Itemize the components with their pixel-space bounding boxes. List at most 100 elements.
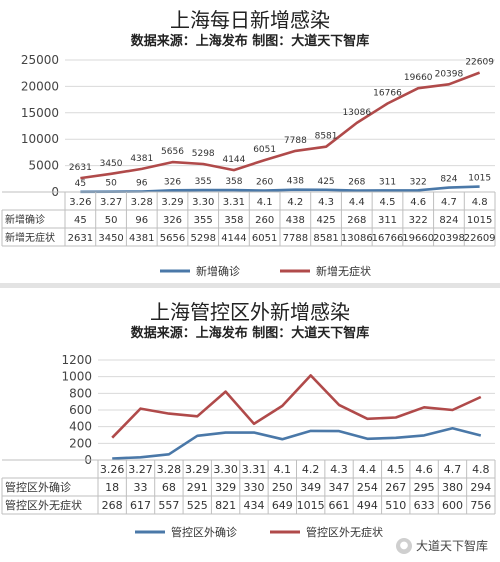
table-cell: 268 [102, 499, 123, 512]
table-cell: 96 [135, 215, 148, 226]
data-label: 7788 [284, 136, 307, 146]
table-cell: 617 [130, 499, 151, 512]
table-cell: 19660 [402, 233, 434, 244]
data-label: 5298 [192, 149, 215, 159]
data-label: 1015 [468, 174, 491, 184]
y-tick-label: 1000 [61, 370, 92, 384]
table-cell: 18 [105, 481, 119, 494]
x-tick-label: 4.7 [441, 197, 457, 208]
data-label: 322 [410, 177, 427, 187]
chart-title: 上海每日新增感染 [170, 8, 330, 32]
table-cell: 349 [300, 481, 321, 494]
x-tick-label: 4.5 [387, 463, 405, 476]
data-label: 3450 [100, 159, 123, 169]
data-label: 355 [195, 177, 212, 187]
table-cell: 8581 [313, 233, 338, 244]
table-cell: 3450 [98, 233, 123, 244]
data-label: 311 [379, 177, 396, 187]
x-tick-label: 3.30 [213, 463, 238, 476]
table-cell: 268 [347, 215, 366, 226]
data-label: 19660 [404, 73, 433, 83]
table-cell: 7788 [283, 233, 308, 244]
table-cell: 633 [414, 499, 435, 512]
data-label: 45 [75, 179, 86, 189]
table-cell: 434 [243, 499, 264, 512]
data-label: 358 [225, 177, 242, 187]
data-label: 326 [164, 177, 181, 187]
x-tick-label: 4.3 [318, 197, 334, 208]
wechat-icon: ● [395, 537, 412, 554]
data-label: 8581 [315, 132, 338, 142]
y-tick-label: 200 [69, 436, 92, 450]
y-tick-label: 5000 [28, 159, 59, 173]
data-label: 4144 [222, 155, 245, 165]
x-tick-label: 4.1 [257, 197, 273, 208]
table-cell: 45 [74, 215, 87, 226]
x-tick-label: 3.28 [157, 463, 182, 476]
y-tick-label: 20000 [21, 79, 59, 93]
x-tick-label: 4.6 [415, 463, 433, 476]
data-label: 438 [287, 177, 304, 187]
x-tick-label: 4.2 [287, 197, 303, 208]
table-cell: 756 [470, 499, 491, 512]
table-cell: 2631 [68, 233, 93, 244]
table-cell: 291 [187, 481, 208, 494]
table-cell: 5656 [160, 233, 185, 244]
series-line-0 [80, 185, 480, 194]
x-tick-label: 3.28 [131, 197, 153, 208]
x-tick-label: 4.5 [380, 197, 396, 208]
data-label: 425 [317, 177, 334, 187]
table-cell: 20398 [433, 233, 465, 244]
table-cell: 250 [272, 481, 293, 494]
table-cell: 494 [357, 499, 378, 512]
table-cell: 295 [414, 481, 435, 494]
y-tick-label: 25000 [21, 53, 59, 67]
data-label: 20398 [435, 69, 464, 79]
divider [0, 283, 500, 288]
table-cell: 294 [470, 481, 491, 494]
legend-label: 新增确诊 [196, 264, 240, 278]
table-cell: 438 [286, 215, 305, 226]
table-cell: 1015 [467, 215, 492, 226]
table-series-name: 管控区外确诊 [5, 480, 71, 494]
x-tick-label: 3.31 [223, 197, 245, 208]
x-tick-label: 3.29 [185, 463, 210, 476]
table-cell: 600 [442, 499, 463, 512]
y-tick-label: 800 [69, 386, 92, 400]
table-cell: 380 [442, 481, 463, 494]
table-cell: 50 [105, 215, 118, 226]
table-cell: 355 [194, 215, 213, 226]
table-cell: 311 [378, 215, 397, 226]
watermark: ● 大道天下智库 [395, 537, 488, 554]
table-cell: 1015 [297, 499, 325, 512]
table-cell: 821 [215, 499, 236, 512]
x-tick-label: 3.30 [192, 197, 214, 208]
table-cell: 347 [329, 481, 350, 494]
series-line-1 [80, 71, 481, 180]
table-cell: 649 [272, 499, 293, 512]
y-tick-label: 15000 [21, 106, 59, 120]
data-label: 260 [256, 178, 273, 188]
x-tick-label: 3.26 [100, 463, 125, 476]
x-tick-label: 4.6 [410, 197, 426, 208]
table-cell: 425 [317, 215, 336, 226]
x-tick-label: 4.1 [274, 463, 292, 476]
chart-title: 上海管控区外新增感染 [150, 300, 350, 324]
y-tick-label: 1200 [61, 353, 92, 367]
table-cell: 557 [158, 499, 179, 512]
table-cell: 358 [224, 215, 243, 226]
table-cell: 33 [134, 481, 148, 494]
x-tick-label: 4.4 [349, 197, 365, 208]
data-label: 4381 [130, 154, 153, 164]
table-cell: 16766 [372, 233, 404, 244]
table-cell: 824 [439, 215, 458, 226]
series-line-1 [111, 374, 482, 439]
table-cell: 260 [255, 215, 274, 226]
chart-panel-outside-control: 上海管控区外新增感染 数据来源：上海发布 制图：大道天下智库 0 200 400 60… [0, 288, 500, 562]
data-label: 5656 [161, 147, 184, 157]
x-tick-label: 4.4 [359, 463, 377, 476]
table-cell: 22609 [464, 233, 496, 244]
y-tick-label: 400 [69, 420, 92, 434]
